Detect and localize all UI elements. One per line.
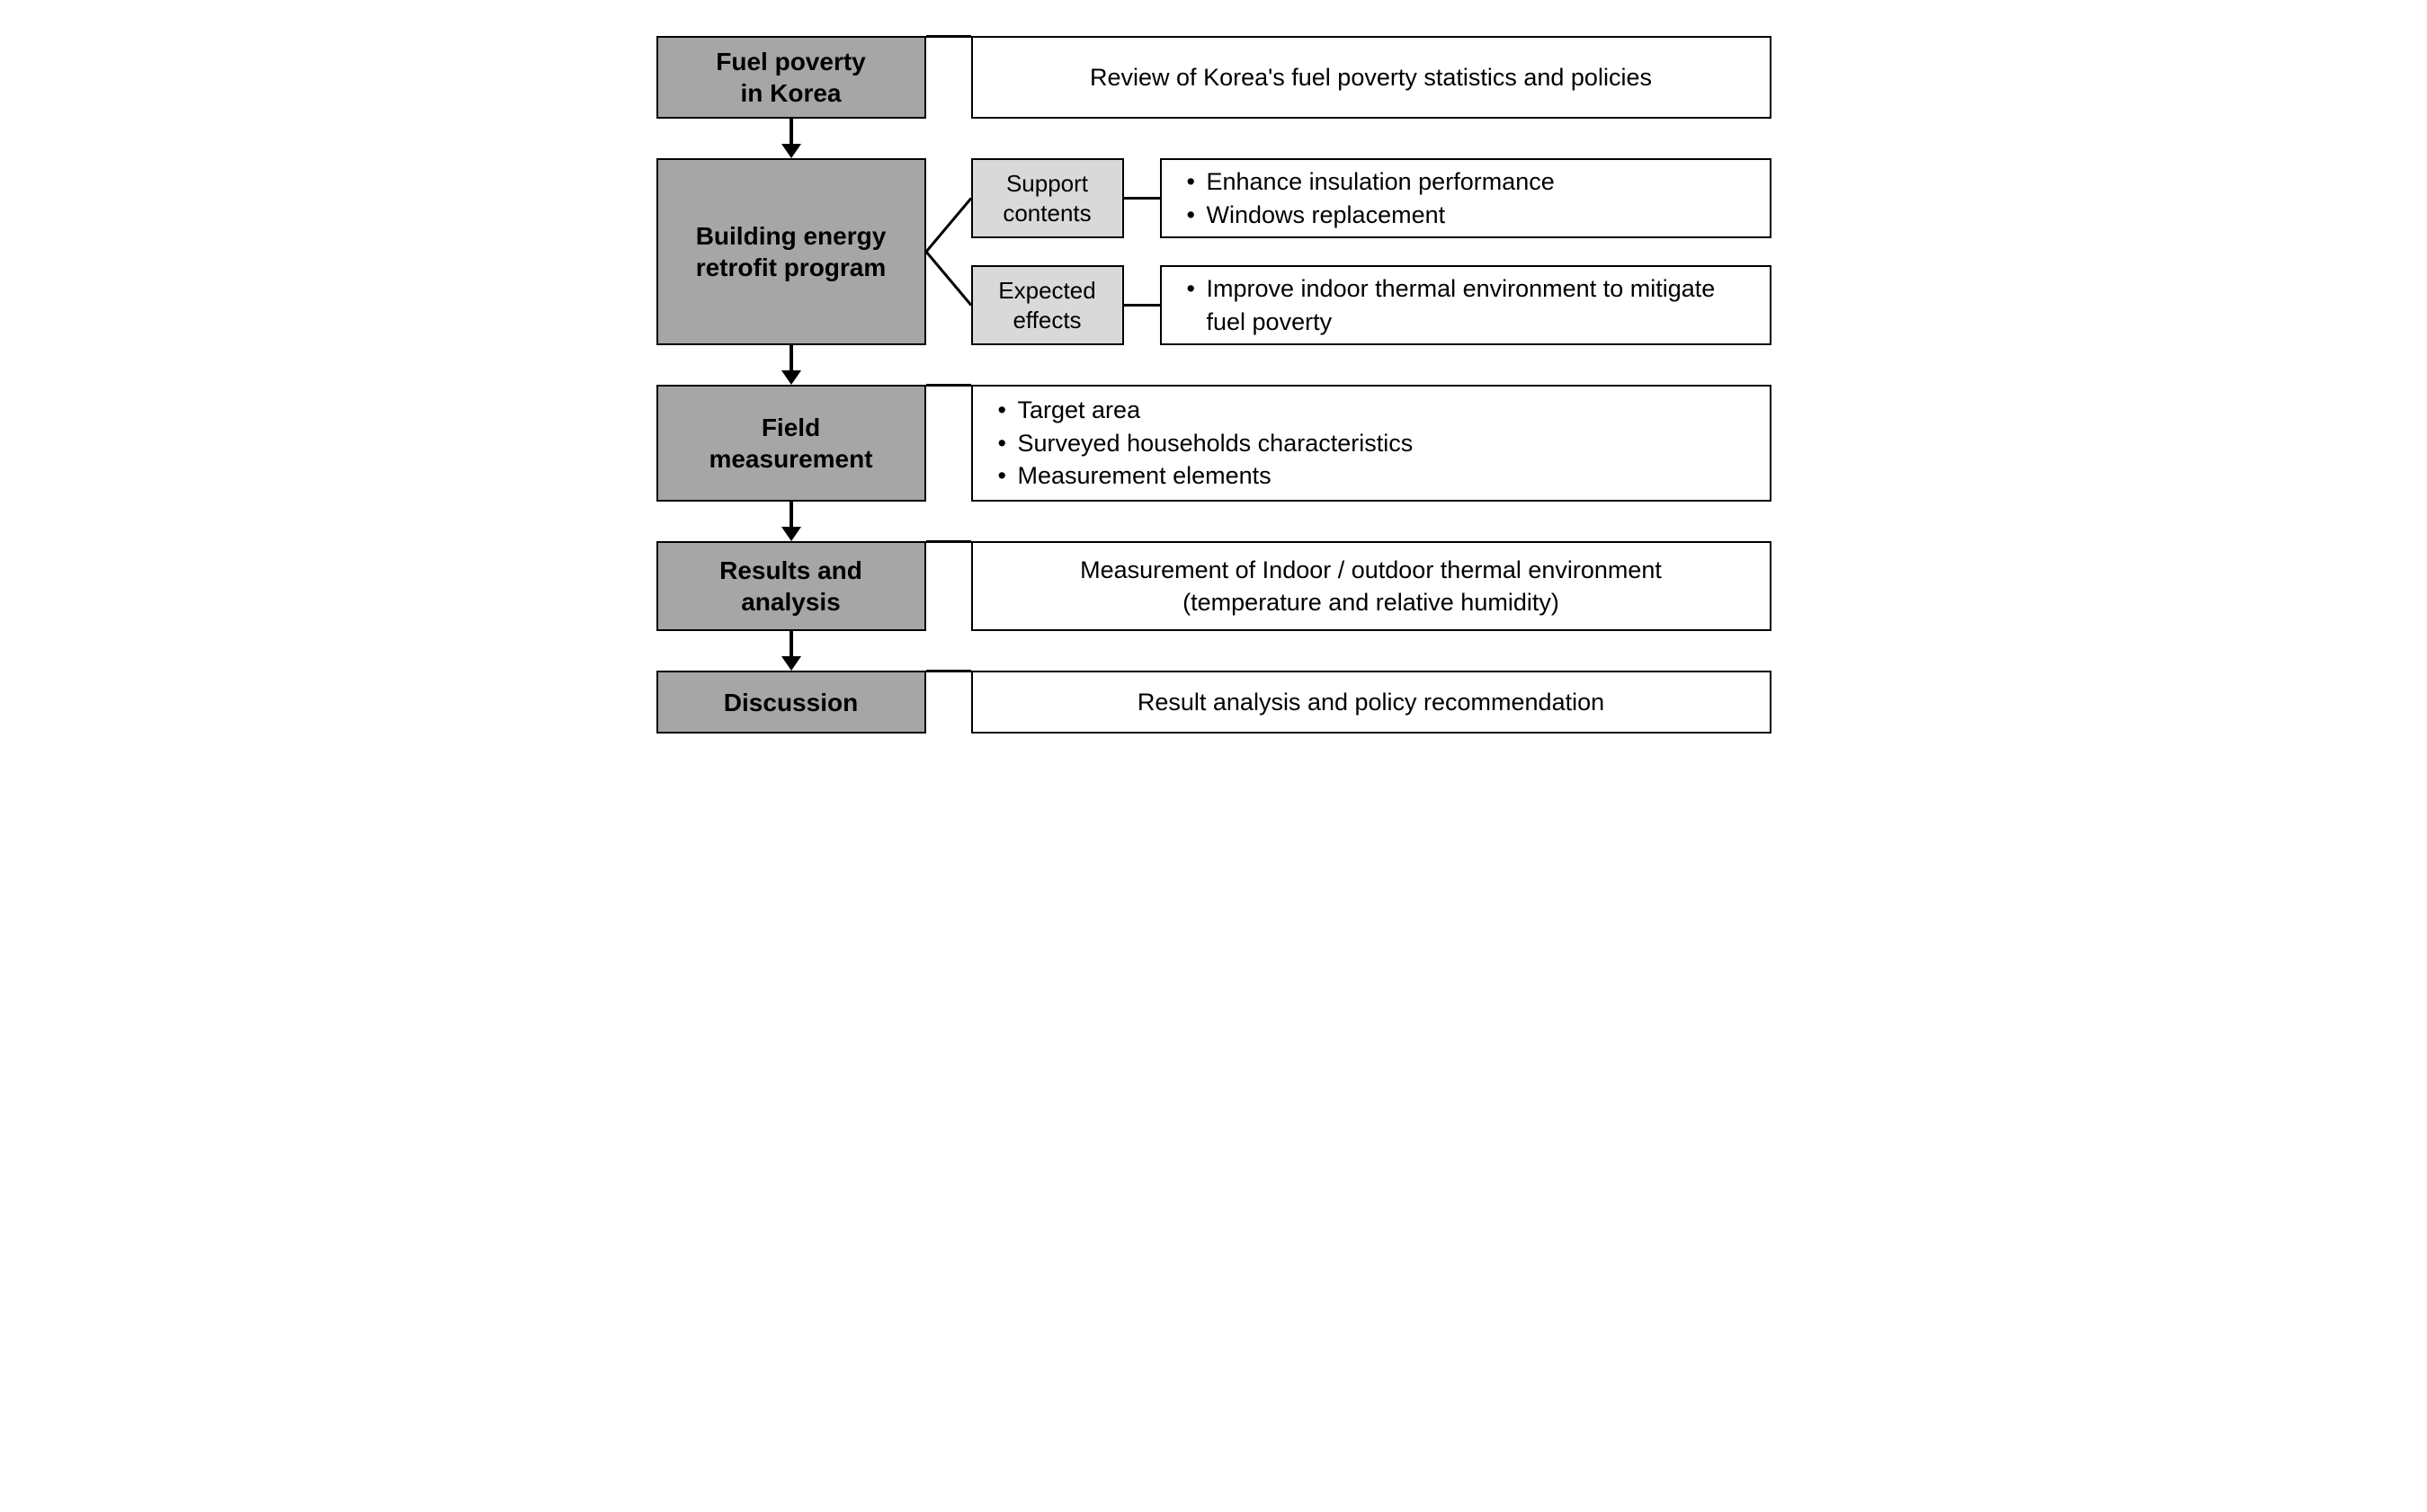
main-node: Fieldmeasurement	[656, 385, 926, 502]
branch-row: Expectedeffects Improve indoor thermal en…	[971, 265, 1771, 345]
bullet-item: Improve indoor thermal environment to mi…	[1182, 272, 1750, 338]
main-node: Fuel povertyin Korea	[656, 36, 926, 119]
sub-node: Supportcontents	[971, 158, 1124, 238]
bullet-item: Enhance insulation performance	[1182, 165, 1555, 198]
bullet-item: Measurement elements	[993, 459, 1414, 492]
sub-node: Expectedeffects	[971, 265, 1124, 345]
flow-row-r5: Discussion Result analysis and policy rec…	[656, 671, 1771, 734]
flow-row-r4: Results andanalysis Measurement of Indoor…	[656, 541, 1771, 631]
detail-node: Review of Korea's fuel poverty statistic…	[971, 36, 1771, 119]
detail-node: Target areaSurveyed households character…	[971, 385, 1771, 502]
detail-node: Improve indoor thermal environment to mi…	[1160, 265, 1771, 345]
bullet-item: Windows replacement	[1182, 199, 1555, 231]
connector-arrow-down	[656, 345, 926, 385]
branch-stack: Supportcontents Enhance insulation perfor…	[971, 158, 1771, 345]
connector-branch	[926, 158, 971, 345]
main-node: Building energyretrofit program	[656, 158, 926, 345]
flow-row-r1: Fuel povertyin Korea Review of Korea's fu…	[656, 36, 1771, 119]
connector-horizontal	[1124, 158, 1160, 238]
connector-arrow-down	[656, 119, 926, 158]
bullet-item: Target area	[993, 394, 1414, 426]
flowchart-root: Fuel povertyin Korea Review of Korea's fu…	[656, 36, 1771, 734]
detail-node: Measurement of Indoor / outdoor thermal …	[971, 541, 1771, 631]
detail-node: Enhance insulation performanceWindows re…	[1160, 158, 1771, 238]
branch-row: Supportcontents Enhance insulation perfor…	[971, 158, 1771, 238]
detail-text: Result analysis and policy recommendatio…	[1138, 686, 1604, 718]
main-node: Discussion	[656, 671, 926, 734]
detail-text: Review of Korea's fuel poverty statistic…	[1090, 61, 1652, 93]
main-node: Results andanalysis	[656, 541, 926, 631]
flow-row-r3: Fieldmeasurement Target areaSurveyed hous…	[656, 385, 1771, 502]
connector-horizontal	[1124, 265, 1160, 345]
connector-arrow-down	[656, 502, 926, 541]
flow-row-r2: Building energyretrofit program Supportco…	[656, 158, 1771, 345]
connector-arrow-down	[656, 631, 926, 671]
bullet-item: Surveyed households characteristics	[993, 427, 1414, 459]
detail-node: Result analysis and policy recommendatio…	[971, 671, 1771, 734]
detail-text: Measurement of Indoor / outdoor thermal …	[1080, 554, 1662, 619]
